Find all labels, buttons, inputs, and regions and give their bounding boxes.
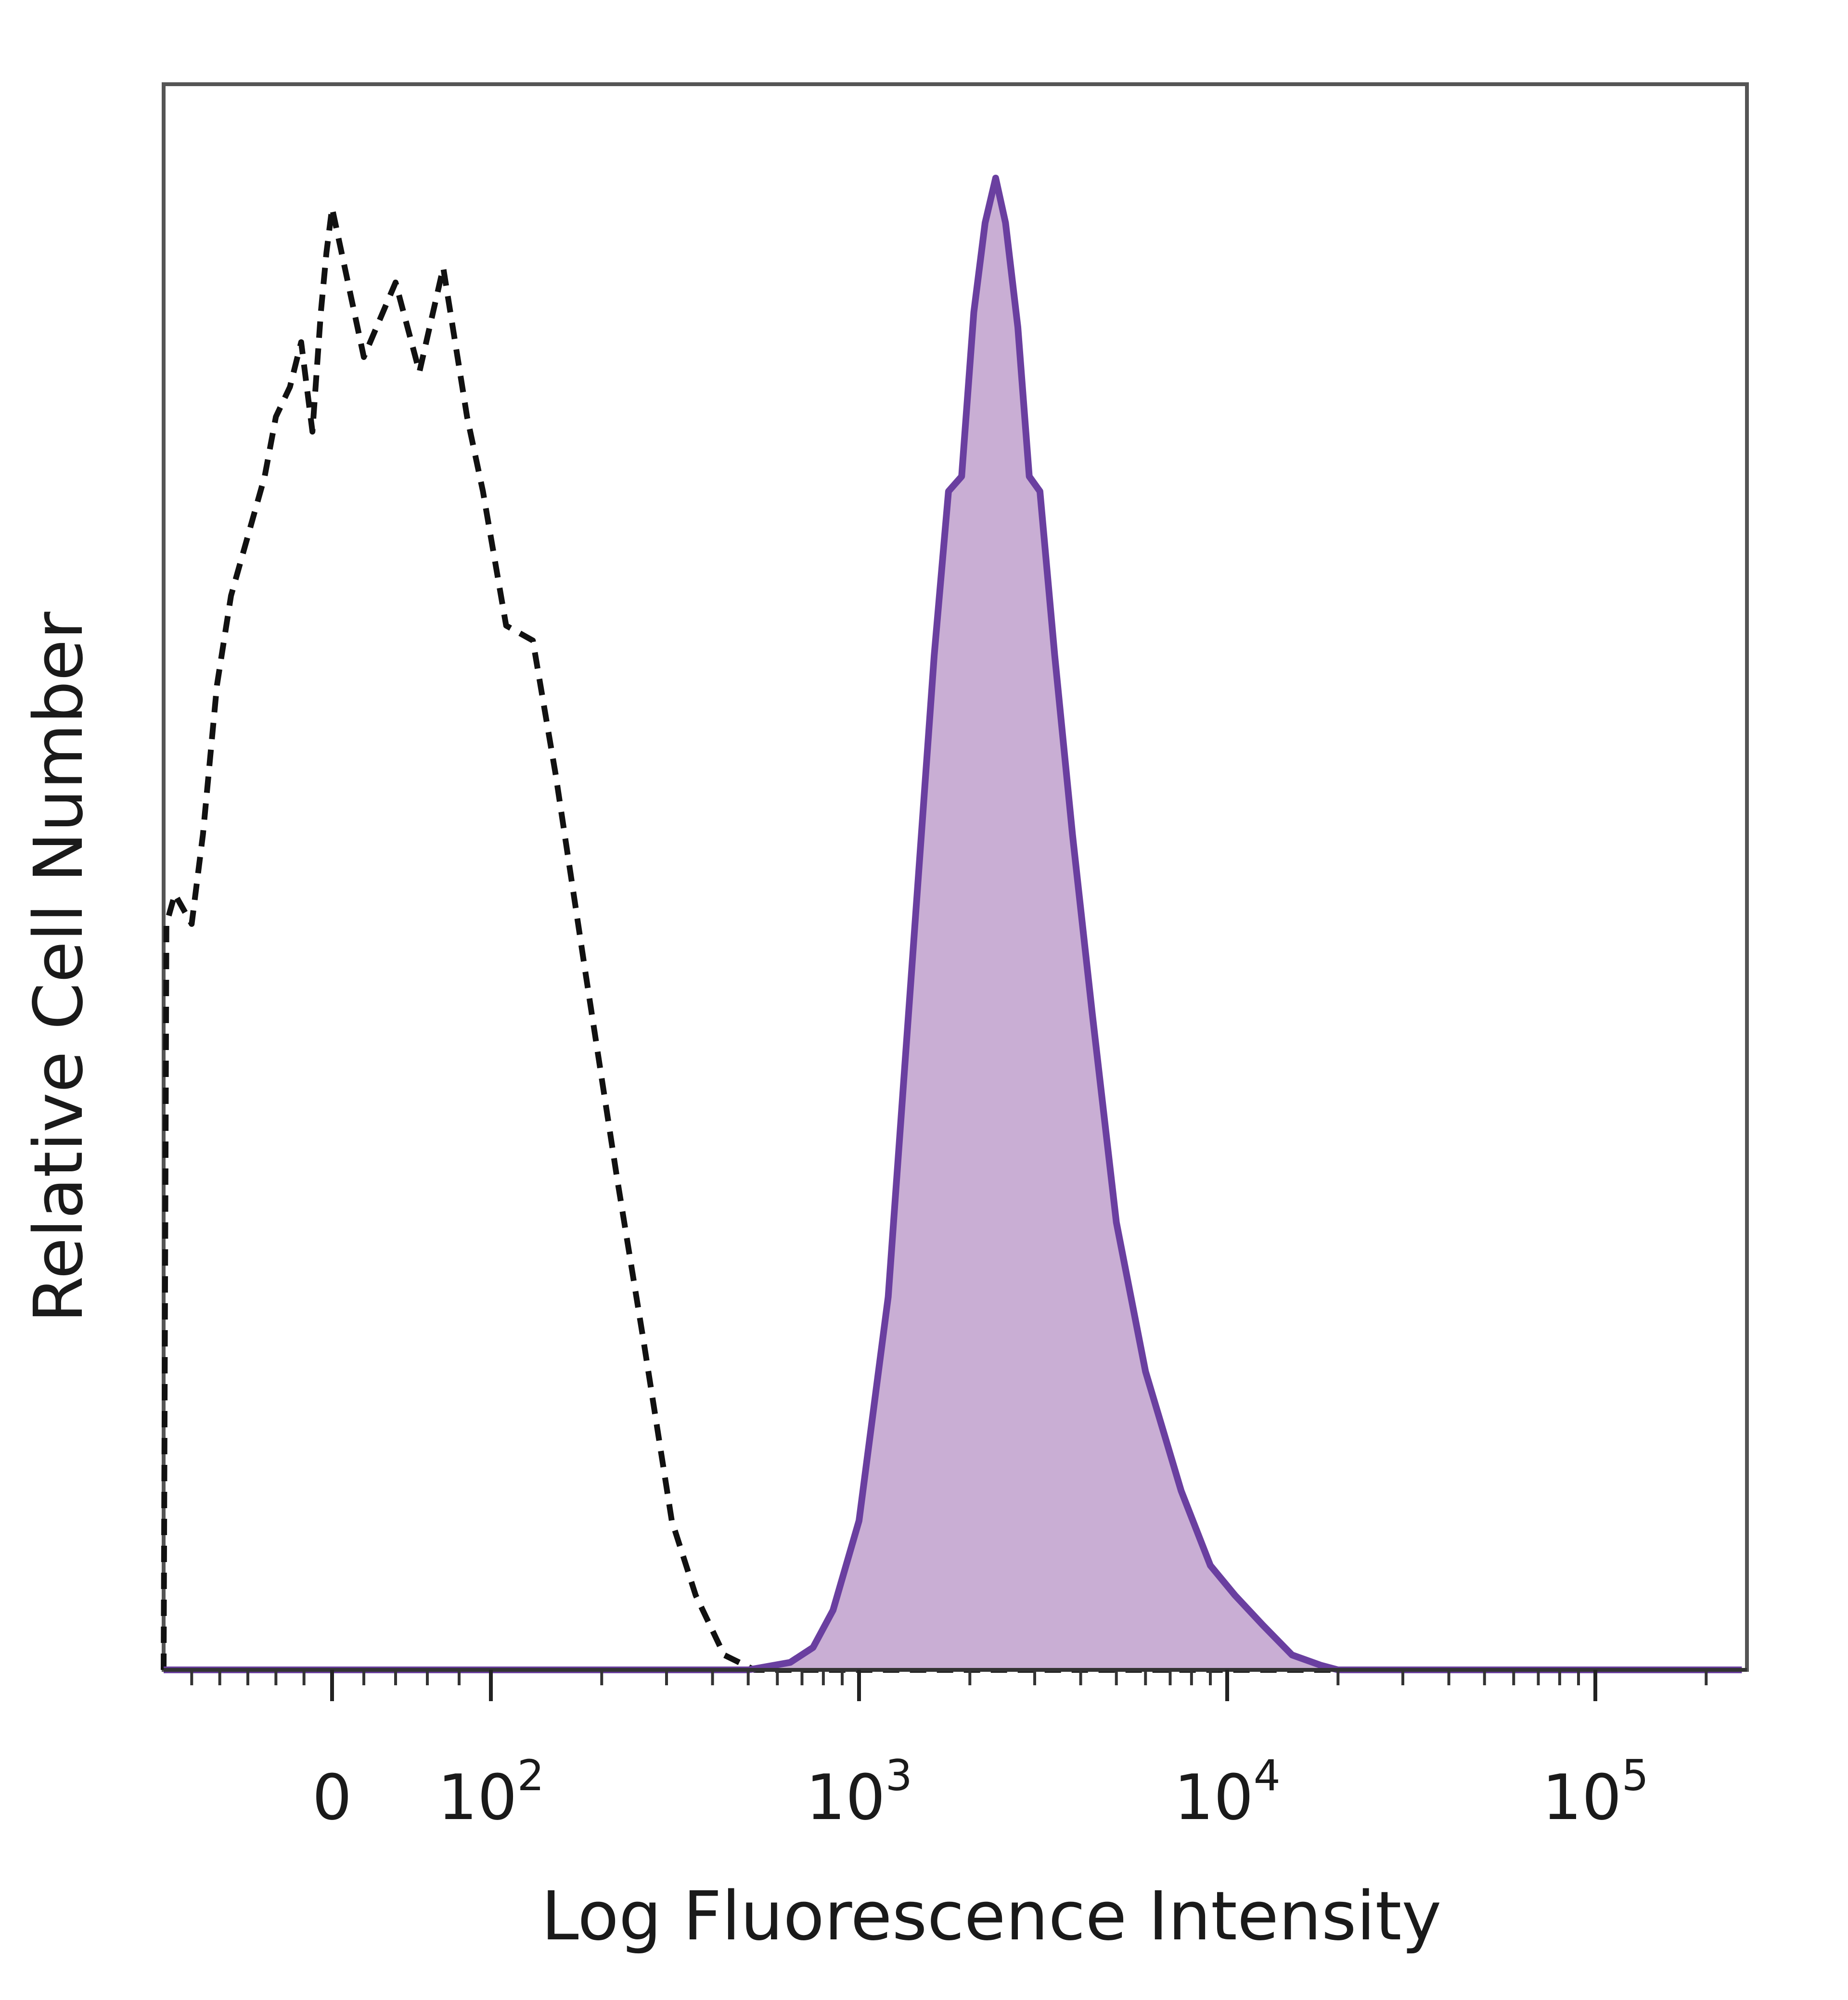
x-axis-title: Log Fluorescence Intensity bbox=[541, 1877, 1442, 1956]
series-2-fill bbox=[164, 178, 1742, 1670]
series-2-line bbox=[164, 175, 1742, 1673]
x-tick-label: 104 bbox=[1174, 1751, 1280, 1834]
x-axis: 0 102 103 104 105 bbox=[164, 1668, 1747, 1834]
x-tick-label: 102 bbox=[437, 1751, 544, 1834]
x-tick-label: 105 bbox=[1542, 1751, 1648, 1834]
x-tick-label: 0 bbox=[312, 1761, 352, 1834]
y-axis-title: Relative Cell Number bbox=[20, 612, 98, 1323]
plot-area bbox=[161, 82, 1749, 1673]
x-tick-label: 103 bbox=[806, 1751, 912, 1834]
